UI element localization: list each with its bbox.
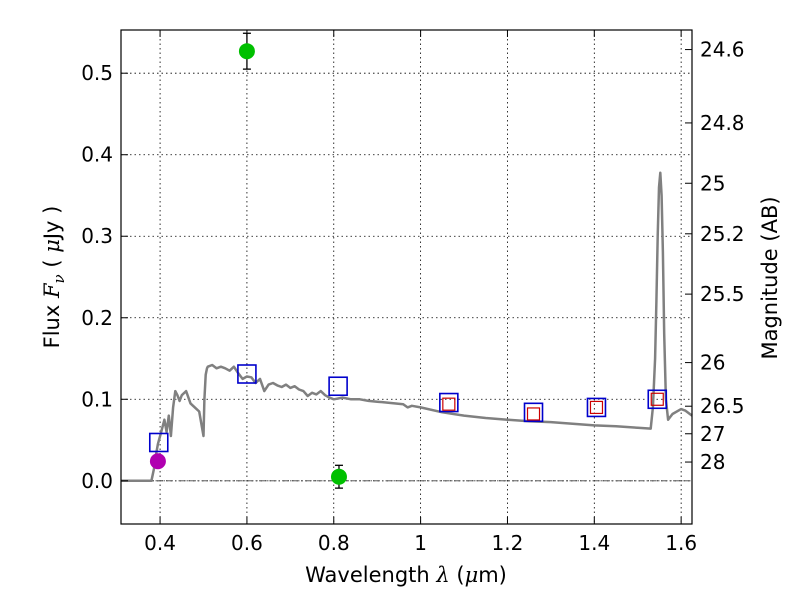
sed-template-line [121, 171, 693, 483]
right-tick-label: 27 [700, 422, 725, 446]
y-tick-label: 0.3 [81, 224, 113, 248]
right-axis-ticks: 24.6 24.8 25 25.2 25.5 26 26.5 27 28 [685, 38, 745, 474]
y-label-subscript: ν [50, 274, 68, 283]
model-photometry-square [148, 432, 169, 453]
model-photometry-square [328, 376, 348, 397]
x-label-unit: m) [478, 563, 507, 587]
model-photometry-square [237, 364, 257, 384]
model-photometry-square [586, 397, 607, 418]
axes-frame [120, 29, 693, 525]
y-tick-label: 0.2 [81, 306, 113, 330]
x-label-open: ( [450, 563, 465, 587]
right-tick-label: 25 [700, 171, 725, 195]
y-axis-ticks: 0.0 0.1 0.2 0.3 0.4 0.5 [81, 61, 128, 493]
right-tick-label: 26 [700, 351, 725, 375]
y-label-open: ( [40, 253, 64, 275]
y-tick-label: 0.4 [81, 143, 113, 167]
x-label-symbol: λ [435, 563, 449, 587]
right-tick-label: 24.8 [700, 111, 745, 135]
right-tick-label: 24.6 [700, 38, 745, 62]
y-label-symbol: F [40, 282, 64, 299]
right-tick-label: 28 [700, 450, 725, 474]
observed-photometry-square [650, 392, 664, 406]
green-data-point [238, 43, 255, 60]
model-photometry-square [647, 389, 668, 410]
x-label-mu: μ [465, 563, 479, 587]
y-axis-label: Flux Fν ( μJy ) [40, 206, 68, 349]
model-photometry-square [523, 402, 544, 423]
y-label-mu: μ [40, 239, 64, 253]
y-tick-label: 0.5 [81, 61, 113, 85]
magenta-data-point [149, 453, 166, 470]
x-tick-label: 0.6 [231, 531, 263, 555]
right-tick-label: 25.5 [700, 282, 745, 306]
y-tick-label: 0.1 [81, 387, 113, 411]
x-tick-label: 1.2 [492, 531, 524, 555]
plot-area [121, 32, 693, 489]
observed-photometry-square [589, 400, 604, 415]
right-axis-label: Magnitude (AB) [758, 196, 782, 359]
x-tick-label: 0.8 [318, 531, 350, 555]
y-label-text: Flux [40, 298, 64, 348]
green-data-point [330, 468, 347, 485]
y-label-unit: Jy ) [40, 206, 64, 242]
observed-photometry-square [442, 397, 456, 411]
x-label-text: Wavelength [305, 563, 436, 587]
x-tick-label: 1 [414, 531, 427, 555]
model-photometry-square [439, 392, 459, 413]
x-tick-label: 1.6 [665, 531, 697, 555]
right-tick-label: 26.5 [700, 394, 745, 418]
y-tick-label: 0.0 [81, 469, 113, 493]
x-axis-ticks: 0.4 0.6 0.8 1 1.2 1.4 1.6 [144, 30, 697, 555]
observed-photometry-square [526, 407, 541, 421]
x-tick-label: 1.4 [578, 531, 610, 555]
markers [148, 32, 668, 489]
x-tick-label: 0.4 [144, 531, 176, 555]
x-axis-label: Wavelength λ (μm) [305, 563, 507, 587]
right-tick-label: 25.2 [700, 222, 745, 246]
